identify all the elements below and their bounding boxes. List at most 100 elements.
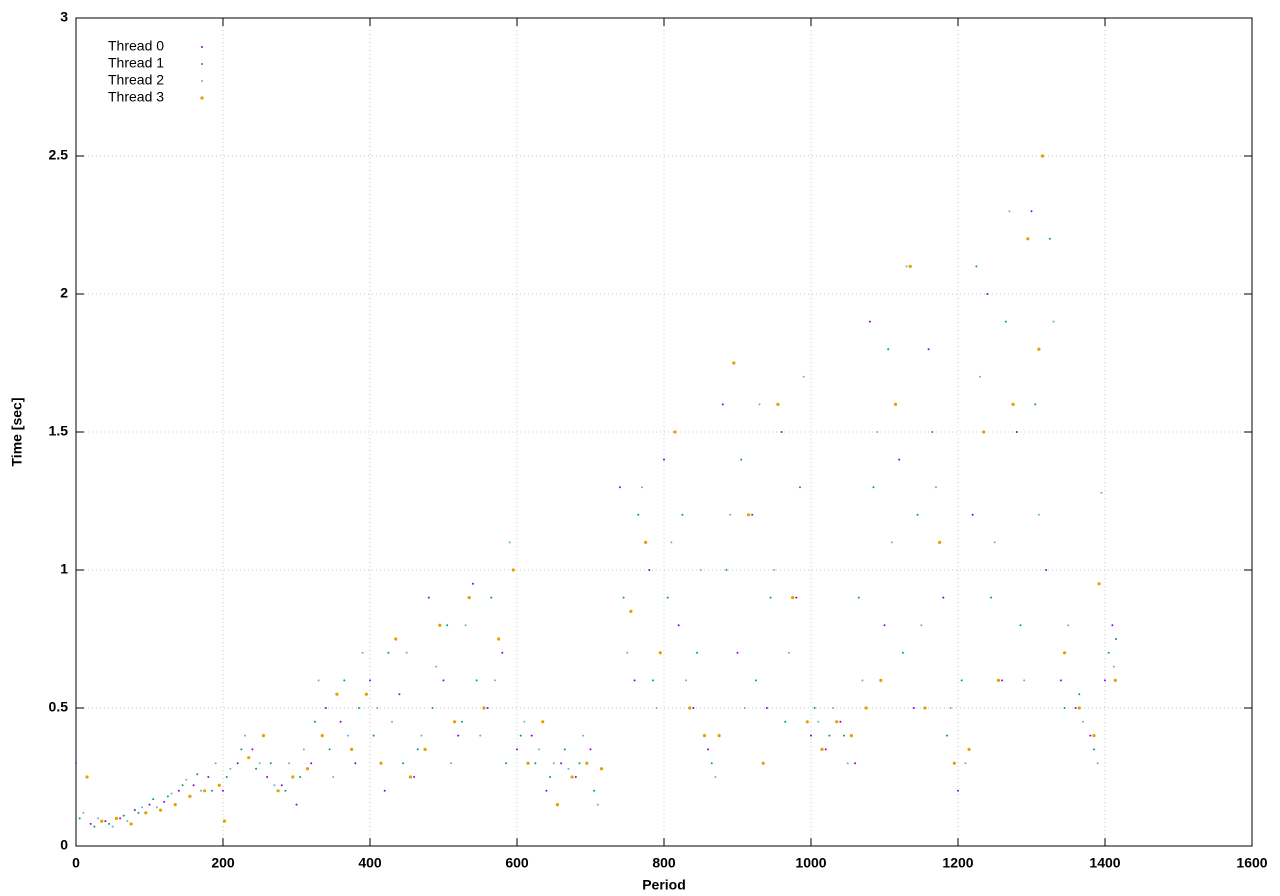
legend-label: Thread 2 (108, 72, 164, 88)
data-point (173, 803, 177, 807)
data-point (335, 692, 339, 696)
data-point (552, 762, 555, 765)
data-point (207, 776, 210, 778)
data-point (222, 819, 227, 823)
data-point (1015, 431, 1018, 433)
data-point (908, 264, 912, 268)
data-point (599, 767, 604, 771)
data-point (843, 734, 846, 737)
data-point (736, 651, 739, 654)
data-point (934, 486, 937, 489)
data-point (133, 809, 136, 812)
data-point (1023, 679, 1026, 682)
data-point (879, 678, 883, 683)
data-point (163, 800, 166, 803)
data-point (203, 789, 207, 793)
data-point (217, 783, 221, 787)
data-point (651, 679, 654, 682)
data-point (725, 569, 728, 571)
x-tick-label: 600 (505, 855, 529, 871)
data-point (990, 596, 993, 599)
data-point (158, 808, 163, 812)
data-point (967, 747, 971, 752)
data-point (82, 811, 85, 814)
data-point (839, 720, 842, 723)
data-point (857, 596, 860, 599)
data-point (923, 706, 927, 710)
y-tick-label: 1 (60, 561, 68, 577)
data-point (269, 762, 272, 765)
data-point (1019, 624, 1022, 627)
data-point (420, 734, 423, 737)
data-point (791, 596, 795, 600)
data-point (313, 720, 316, 723)
data-point (255, 767, 258, 770)
data-point (626, 651, 629, 654)
data-point (1097, 582, 1101, 586)
data-point (964, 762, 967, 765)
data-point (85, 775, 89, 779)
data-point (982, 430, 986, 434)
data-point (199, 789, 202, 792)
data-point (519, 734, 522, 737)
data-point (637, 513, 640, 516)
data-point (114, 816, 119, 821)
data-point (1011, 402, 1015, 406)
legend-marker (201, 46, 203, 48)
data-point (658, 651, 662, 655)
data-point (702, 734, 707, 738)
data-point (996, 678, 1001, 683)
data-point (1092, 748, 1095, 751)
data-point (210, 789, 213, 792)
data-point (225, 776, 228, 778)
data-point (864, 706, 868, 710)
data-point (754, 679, 757, 682)
x-axis-label: Period (642, 877, 686, 893)
data-point (449, 762, 452, 765)
data-point (236, 762, 239, 765)
data-point (696, 651, 699, 654)
data-point (166, 795, 169, 798)
data-point (846, 762, 849, 765)
data-point (247, 756, 251, 760)
data-point (427, 596, 430, 599)
data-point (111, 825, 114, 828)
data-point (391, 720, 394, 723)
data-point (776, 402, 780, 406)
data-point (905, 265, 908, 268)
data-point (170, 792, 173, 795)
data-point (802, 375, 805, 378)
data-point (746, 513, 751, 517)
data-point (324, 707, 327, 709)
data-point (872, 486, 875, 489)
data-point (670, 541, 673, 544)
data-point (824, 748, 827, 751)
data-point (1081, 720, 1084, 723)
data-point (1059, 679, 1062, 682)
data-point (350, 747, 354, 752)
data-point (452, 720, 457, 724)
data-point (78, 817, 81, 820)
data-point (493, 679, 496, 682)
data-point (357, 707, 360, 709)
data-point (876, 431, 879, 433)
data-point (508, 541, 511, 544)
data-point (343, 679, 346, 682)
data-point (273, 784, 276, 787)
data-point (655, 707, 658, 709)
data-point (328, 748, 331, 751)
data-point (332, 776, 335, 778)
data-point (383, 789, 386, 792)
data-point (446, 624, 449, 627)
data-point (305, 767, 310, 771)
legend-marker (201, 63, 203, 65)
data-point (152, 798, 155, 801)
data-point (97, 817, 100, 820)
data-point (497, 637, 501, 641)
data-point (460, 720, 463, 723)
legend-label: Thread 3 (108, 89, 164, 105)
data-point (196, 773, 199, 776)
data-point (129, 822, 133, 826)
data-point (949, 707, 952, 709)
